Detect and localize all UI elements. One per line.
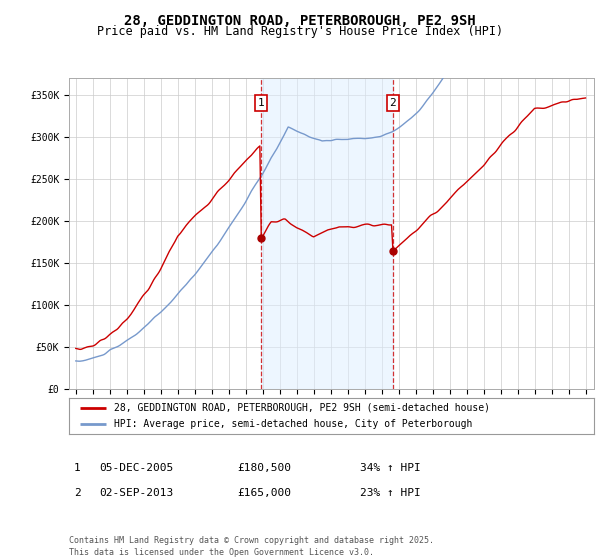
Text: HPI: Average price, semi-detached house, City of Peterborough: HPI: Average price, semi-detached house,… bbox=[113, 419, 472, 429]
Text: Price paid vs. HM Land Registry's House Price Index (HPI): Price paid vs. HM Land Registry's House … bbox=[97, 25, 503, 38]
Text: 23% ↑ HPI: 23% ↑ HPI bbox=[360, 488, 421, 498]
Text: 05-DEC-2005: 05-DEC-2005 bbox=[99, 463, 173, 473]
Text: £180,500: £180,500 bbox=[237, 463, 291, 473]
Text: 1: 1 bbox=[74, 463, 81, 473]
Text: Contains HM Land Registry data © Crown copyright and database right 2025.
This d: Contains HM Land Registry data © Crown c… bbox=[69, 536, 434, 557]
Text: 2: 2 bbox=[389, 98, 397, 108]
Text: £165,000: £165,000 bbox=[237, 488, 291, 498]
Bar bbox=[261, 78, 393, 389]
Text: 28, GEDDINGTON ROAD, PETERBOROUGH, PE2 9SH: 28, GEDDINGTON ROAD, PETERBOROUGH, PE2 9… bbox=[124, 14, 476, 28]
Text: 02-SEP-2013: 02-SEP-2013 bbox=[99, 488, 173, 498]
Text: 1: 1 bbox=[258, 98, 265, 108]
Text: 28, GEDDINGTON ROAD, PETERBOROUGH, PE2 9SH (semi-detached house): 28, GEDDINGTON ROAD, PETERBOROUGH, PE2 9… bbox=[113, 403, 490, 413]
Text: 2: 2 bbox=[74, 488, 81, 498]
Text: 34% ↑ HPI: 34% ↑ HPI bbox=[360, 463, 421, 473]
